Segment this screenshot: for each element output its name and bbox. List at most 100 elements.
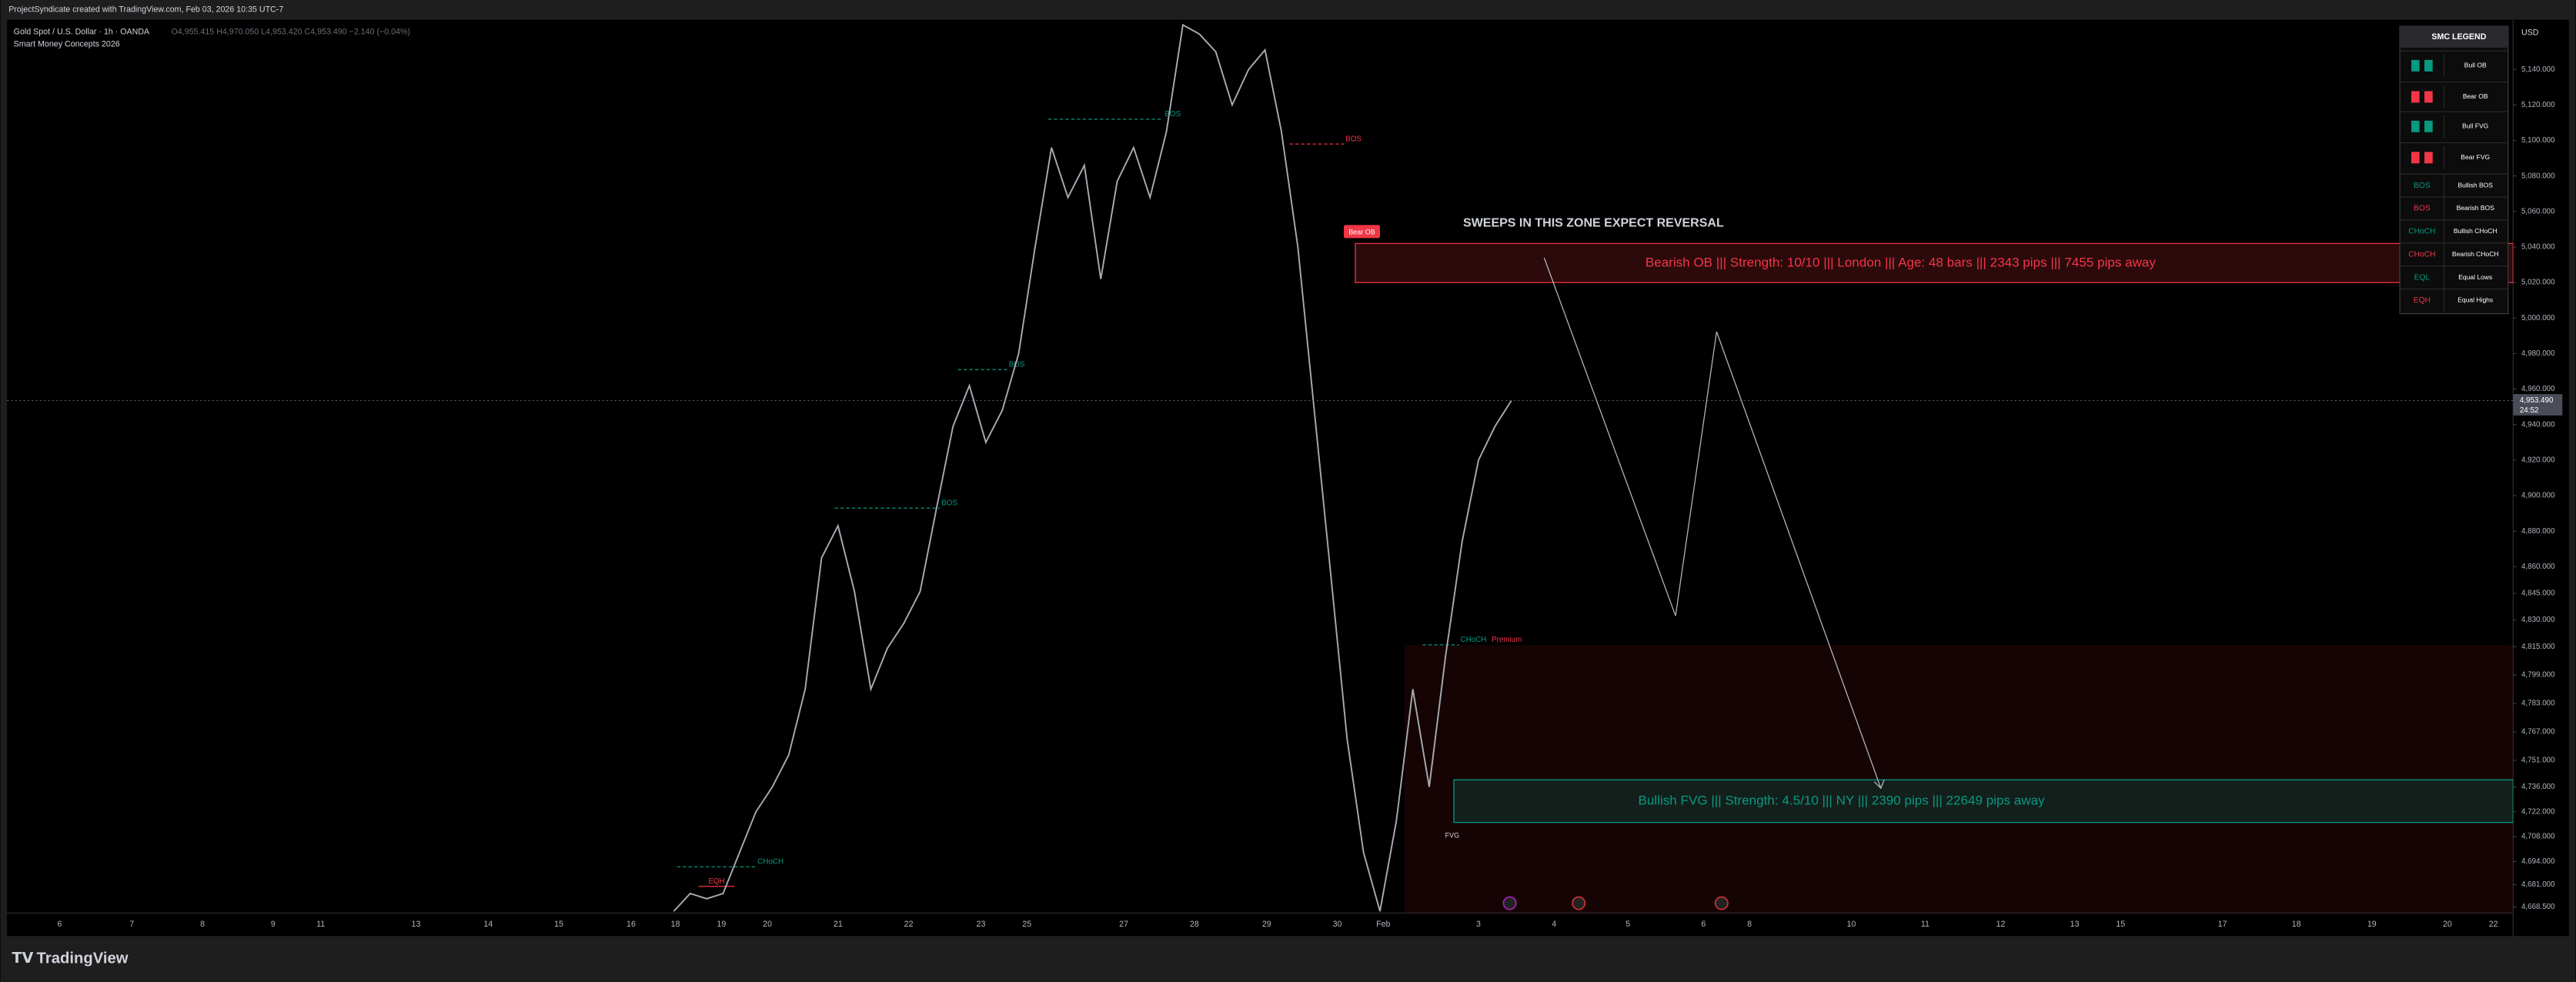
time-label: 3	[1476, 920, 1481, 929]
bullish-fvg-text: Bullish FVG ||| Strength: 4.5/10 ||| NY …	[1639, 793, 2046, 808]
structure-label: EQH	[708, 877, 724, 886]
legend-swatch	[2411, 152, 2420, 164]
structure-label: CHoCH	[757, 858, 783, 867]
time-label: 8	[200, 920, 205, 929]
premium-zone	[1404, 644, 2514, 914]
legend-title-bg	[2400, 26, 2508, 48]
price-label: 4,830.000	[2521, 616, 2555, 624]
legend-swatch	[2424, 59, 2433, 72]
time-label: 27	[1119, 920, 1128, 929]
structure-label: BOS	[941, 499, 957, 507]
legend-swatch	[2411, 120, 2420, 132]
fvg-tag: FVG	[1445, 831, 1459, 839]
projection-arrow	[1873, 780, 1885, 790]
price-path	[673, 23, 1512, 912]
price-label: 4,860.000	[2521, 563, 2555, 571]
time-label: 22	[904, 920, 914, 929]
price-label: 4,783.000	[2521, 700, 2555, 708]
price-label: 4,694.000	[2521, 857, 2555, 866]
price-label: 5,140.000	[2521, 65, 2555, 74]
legend-label: Bull FVG	[2462, 122, 2488, 130]
last-price-bg	[2513, 394, 2563, 416]
time-label: 18	[2292, 920, 2301, 929]
time-label: 13	[412, 920, 421, 929]
structure-label: BOS	[1164, 110, 1181, 119]
legend-symbol: BOS	[2414, 182, 2431, 190]
legend-label: Bull OB	[2464, 62, 2487, 69]
price-label: 4,799.000	[2521, 671, 2555, 680]
time-label: 11	[1921, 920, 1929, 929]
legend-swatch	[2424, 152, 2433, 164]
currency[interactable]: USD	[2521, 28, 2539, 37]
price-label: 4,960.000	[2521, 385, 2555, 393]
price-label: 4,751.000	[2521, 757, 2555, 765]
legend-label: Bear FVG	[2461, 153, 2490, 161]
price-label: 4,815.000	[2521, 643, 2555, 651]
chart-area	[7, 19, 2569, 937]
time-label: 25	[1022, 920, 1031, 929]
legend-swatch	[2411, 91, 2420, 103]
plot: Premium Bearish OB ||| Strength: 10/10 ||…	[673, 23, 2514, 914]
countdown: 24:52	[2520, 406, 2539, 415]
price-label: 4,708.000	[2521, 833, 2555, 841]
legend-swatch	[2424, 120, 2433, 132]
price-label: 5,120.000	[2521, 101, 2555, 109]
last-price: 4,953.490	[2520, 396, 2554, 405]
structure-label: CHoCH	[1461, 636, 1487, 644]
time-label: 17	[2218, 920, 2227, 929]
legend-label: Equal Highs	[2457, 296, 2493, 304]
price-label: 4,900.000	[2521, 492, 2555, 500]
event-icon	[1502, 896, 1517, 910]
legend-symbol: EQH	[2414, 296, 2431, 305]
price-label: 5,040.000	[2521, 243, 2555, 252]
price-label: 5,000.000	[2521, 314, 2555, 322]
price-label: 4,920.000	[2521, 456, 2555, 465]
price-label: 5,020.000	[2521, 279, 2555, 287]
time-label: 5	[1625, 920, 1630, 929]
bearish-ob	[1355, 242, 2514, 283]
time-label: 20	[763, 920, 772, 929]
time-label: 21	[834, 920, 843, 929]
time-label: 10	[1846, 920, 1856, 929]
symbol[interactable]: Gold Spot / U.S. Dollar · 1h · OANDA	[14, 27, 150, 36]
legend-label: Bullish BOS	[2458, 181, 2494, 189]
legend-label: Bearish BOS	[2457, 204, 2495, 212]
structure-label: BOS	[1009, 360, 1025, 369]
price-label: 4,845.000	[2521, 590, 2555, 598]
reversal-note: SWEEPS IN THIS ZONE EXPECT REVERSAL	[1463, 216, 1724, 229]
price-label: 4,767.000	[2521, 728, 2555, 736]
ohlc: O4,955.415 H4,970.050 L4,953.420 C4,953.…	[172, 27, 410, 36]
legend-swatch	[2424, 91, 2433, 103]
price-label: 4,681.000	[2521, 880, 2555, 889]
time-label: 16	[626, 920, 636, 929]
time-label: 11	[316, 920, 325, 929]
time-label: 22	[2489, 920, 2498, 929]
legend-symbol: CHoCH	[2408, 250, 2435, 259]
price-label: 4,940.000	[2521, 420, 2555, 429]
bullish-fvg	[1453, 779, 2514, 823]
bear-ob-tag: Bear OB	[1348, 228, 1375, 235]
price-label: 5,100.000	[2521, 136, 2555, 145]
bear-ob-tag-bg	[1344, 225, 1380, 239]
time-label: 12	[1996, 920, 2006, 929]
time-label: 15	[554, 920, 563, 929]
legend-label: Bearish CHoCH	[2452, 250, 2499, 258]
indicator-name[interactable]: Smart Money Concepts 2026	[14, 39, 120, 48]
time-label: 19	[2367, 920, 2377, 929]
time-label: 8	[1747, 920, 1752, 929]
time-label: Feb	[1376, 920, 1390, 929]
time-label: 20	[2443, 920, 2452, 929]
price-label: 4,980.000	[2521, 349, 2555, 358]
legend-symbol: BOS	[2414, 205, 2431, 213]
premium-label: Premium	[1492, 636, 1522, 644]
price-label: 5,060.000	[2521, 207, 2555, 215]
projection	[1543, 257, 1882, 789]
time-label: 7	[129, 920, 134, 929]
time-label: 6	[1701, 920, 1706, 929]
brand[interactable]: TradingView	[37, 950, 129, 967]
attribution: ProjectSyndicate created with TradingVie…	[8, 5, 283, 15]
legend-symbol: EQL	[2414, 273, 2431, 282]
bearish-ob-text: Bearish OB ||| Strength: 10/10 ||| Londo…	[1645, 255, 2157, 269]
time-label: 13	[2070, 920, 2080, 929]
tv-logo[interactable]: 𝗧𝗩	[12, 950, 34, 967]
